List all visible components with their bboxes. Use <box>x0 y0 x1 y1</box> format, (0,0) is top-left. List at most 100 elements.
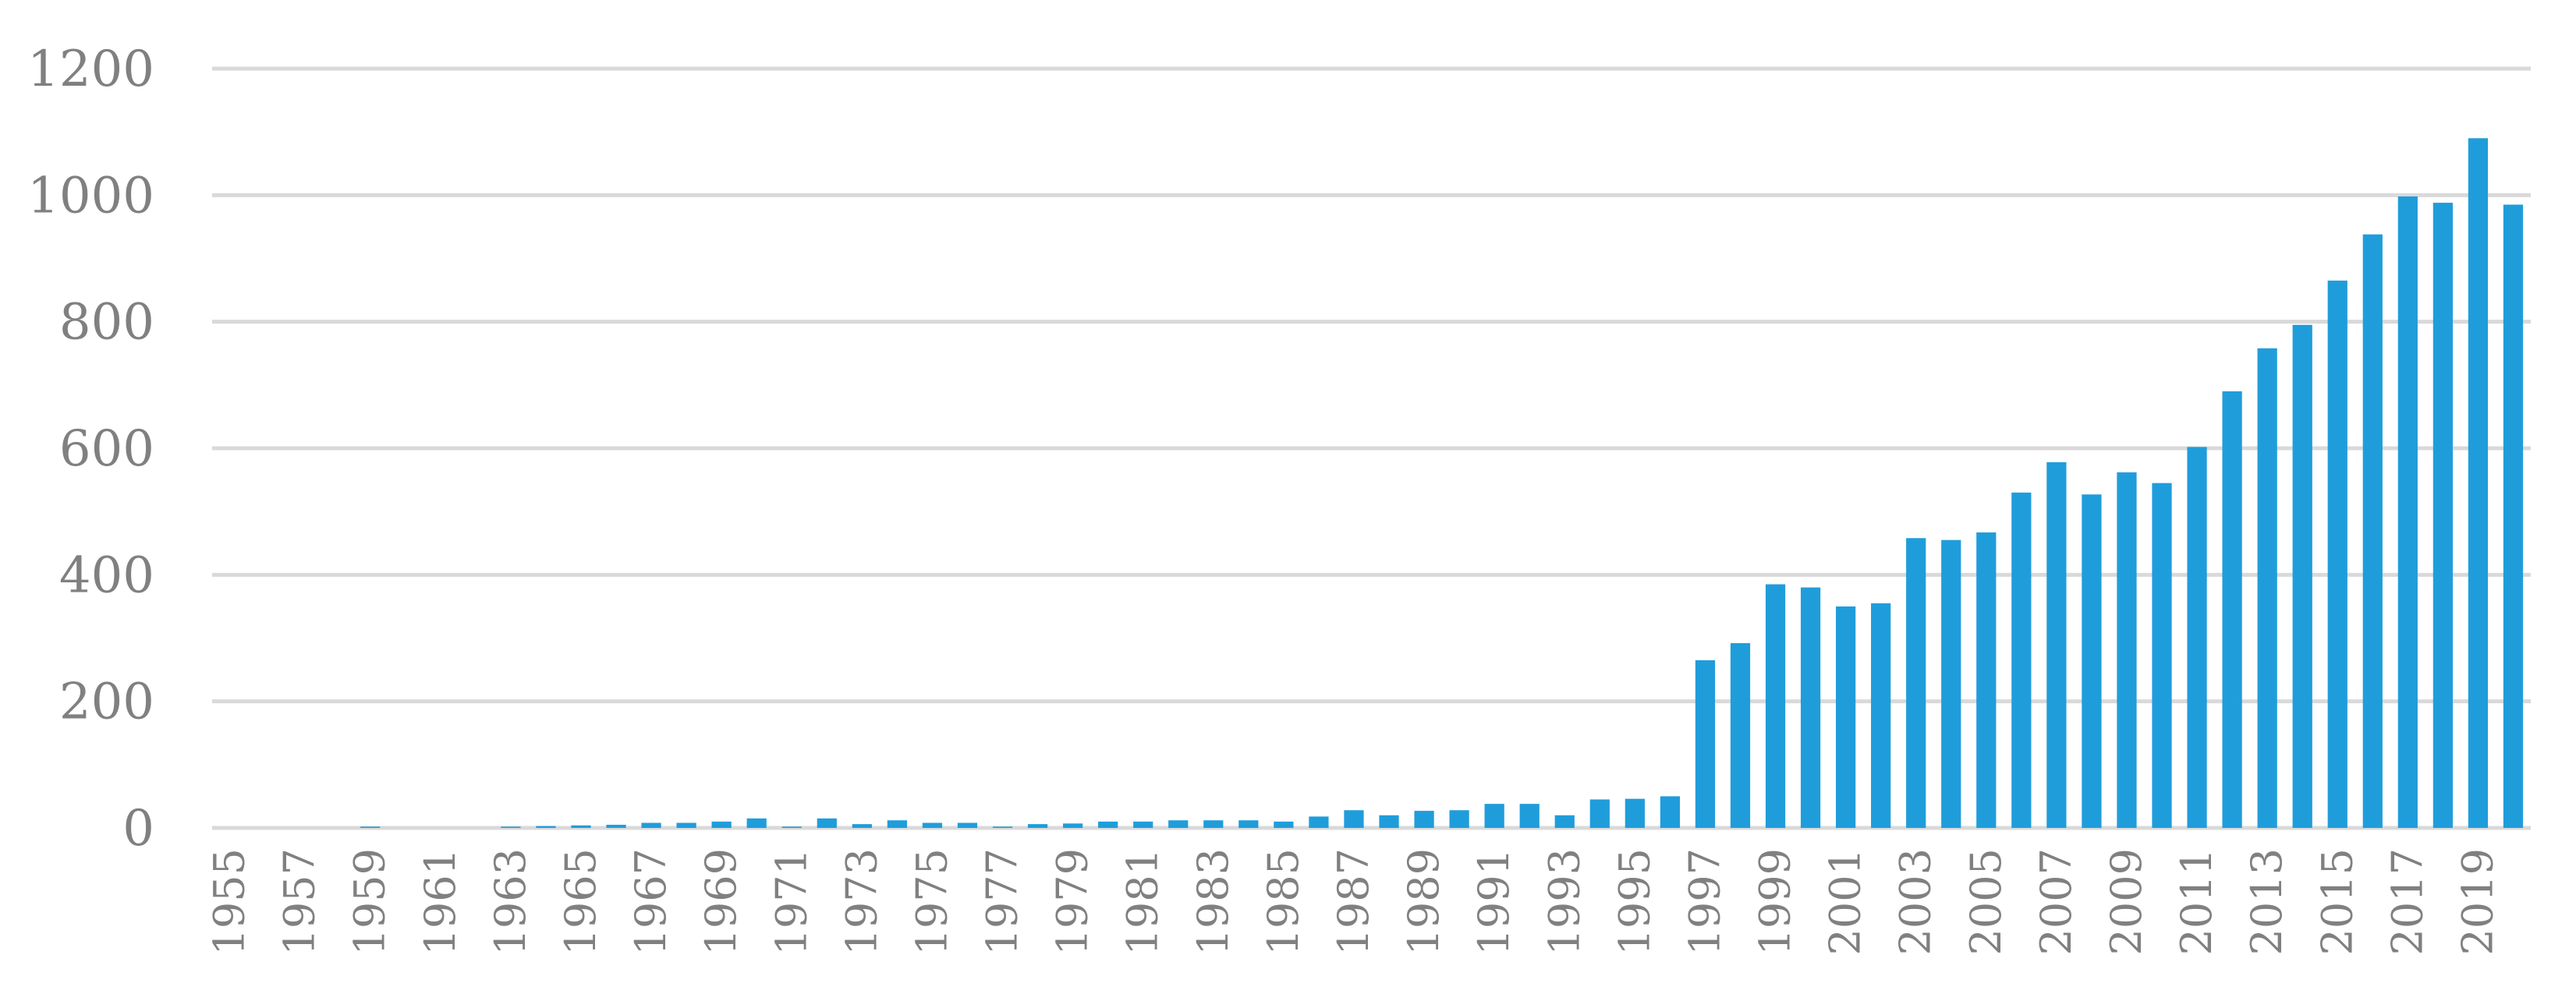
x-tick-label: 1995 <box>1610 848 1659 955</box>
bar-1992 <box>1519 804 1540 828</box>
x-tick-label: 2017 <box>2383 848 2432 955</box>
x-tick-label: 1973 <box>837 848 886 955</box>
x-tick-label: 2001 <box>1821 848 1870 955</box>
bar-1995 <box>1625 798 1645 828</box>
x-tick-label: 1991 <box>1469 848 1518 955</box>
bar-2014 <box>2292 324 2312 829</box>
x-tick-label: 2011 <box>2172 848 2221 955</box>
bar-1971 <box>781 826 802 828</box>
x-tick-label: 2013 <box>2242 848 2291 955</box>
x-tick-label: 1967 <box>626 848 675 955</box>
bar-1979 <box>1063 823 1083 828</box>
x-tick-label: 1961 <box>416 848 465 955</box>
bar-2004 <box>1941 539 1961 828</box>
y-tick-label: 800 <box>59 294 154 352</box>
bar-1959 <box>360 826 381 828</box>
bar-1977 <box>992 826 1013 828</box>
bar-1964 <box>536 826 556 828</box>
bars <box>360 138 2524 829</box>
x-tick-label: 2007 <box>2032 848 2081 955</box>
x-tick-label: 1977 <box>978 848 1027 955</box>
x-tick-label: 1975 <box>907 848 956 955</box>
bar-2017 <box>2397 196 2418 828</box>
bar-2019 <box>2468 138 2489 829</box>
bar-1967 <box>641 822 661 828</box>
bar-2003 <box>1906 538 1926 828</box>
y-tick-label: 1200 <box>27 41 154 98</box>
bar-1976 <box>957 822 978 828</box>
bar-1983 <box>1203 820 1224 828</box>
x-tick-label: 1985 <box>1259 848 1308 955</box>
bar-1986 <box>1309 816 1329 828</box>
bar-1999 <box>1765 584 1786 828</box>
bar-1981 <box>1133 821 1153 828</box>
bar-1969 <box>711 821 732 828</box>
gridlines <box>212 66 2531 830</box>
bar-1990 <box>1449 810 1469 828</box>
x-tick-label: 1987 <box>1329 848 1378 955</box>
bar-1994 <box>1589 799 1610 828</box>
bar-1982 <box>1168 820 1189 828</box>
bar-1974 <box>887 820 907 828</box>
x-tick-label: 1999 <box>1751 848 1800 955</box>
bar-1991 <box>1484 804 1504 828</box>
x-tick-label: 1983 <box>1189 848 1238 955</box>
y-tick-label: 200 <box>59 674 154 731</box>
bar-1998 <box>1730 642 1751 828</box>
bar-2007 <box>2046 462 2067 828</box>
x-tick-label: 1981 <box>1118 848 1168 955</box>
y-tick-label: 1000 <box>27 167 154 225</box>
bar-2015 <box>2327 280 2347 828</box>
bar-2012 <box>2222 391 2242 828</box>
bar-1963 <box>501 826 521 828</box>
bar-2002 <box>1871 603 1891 828</box>
bar-2013 <box>2257 348 2277 828</box>
x-tick-label: 2019 <box>2453 848 2502 955</box>
x-axis-labels: 1955 1957 1959 1961 1963 1965 1967 1969 1971 1973… <box>205 848 2503 955</box>
bar-1989 <box>1414 811 1434 828</box>
bar-1987 <box>1344 810 1364 828</box>
bar-2008 <box>2082 494 2102 828</box>
bar-1985 <box>1274 821 1294 828</box>
bar-1978 <box>1027 824 1048 828</box>
bar-1972 <box>817 818 837 828</box>
bar-1997 <box>1695 660 1716 828</box>
bar-2018 <box>2432 203 2453 828</box>
x-tick-label: 1969 <box>696 848 746 955</box>
bar-1968 <box>676 822 696 828</box>
x-tick-label: 2009 <box>2102 848 2151 955</box>
bar-1966 <box>606 824 626 828</box>
bar-2005 <box>1976 532 1997 828</box>
bar-1965 <box>571 825 591 828</box>
bar-1980 <box>1098 821 1118 828</box>
bar-1993 <box>1554 815 1575 828</box>
bar-1984 <box>1238 820 1259 828</box>
bar-1988 <box>1379 815 1399 828</box>
bar-2011 <box>2187 447 2207 828</box>
x-tick-label: 1957 <box>275 848 324 955</box>
y-tick-label: 600 <box>59 420 154 478</box>
bar-1973 <box>852 824 872 828</box>
y-tick-label: 400 <box>59 546 154 604</box>
x-tick-label: 2003 <box>1891 848 1940 955</box>
y-axis-labels: 0 200 400 600 800 1000 1200 <box>27 41 154 858</box>
x-tick-label: 1959 <box>345 848 395 955</box>
bar-2000 <box>1800 587 1821 828</box>
x-tick-label: 2005 <box>1961 848 2011 955</box>
x-tick-label: 1993 <box>1540 848 1589 955</box>
y-tick-label: 0 <box>122 800 154 858</box>
x-tick-label: 1965 <box>556 848 605 955</box>
bar-2016 <box>2362 234 2383 828</box>
bar-1970 <box>746 818 767 828</box>
x-tick-label: 1989 <box>1399 848 1448 955</box>
bar-2006 <box>2011 492 2032 828</box>
x-tick-label: 1997 <box>1680 848 1729 955</box>
bar-2009 <box>2117 472 2137 828</box>
x-tick-label: 1979 <box>1048 848 1097 955</box>
x-tick-label: 2015 <box>2312 848 2362 955</box>
bar-2010 <box>2152 483 2172 828</box>
x-tick-label: 1963 <box>486 848 535 955</box>
bar-1975 <box>922 822 943 828</box>
